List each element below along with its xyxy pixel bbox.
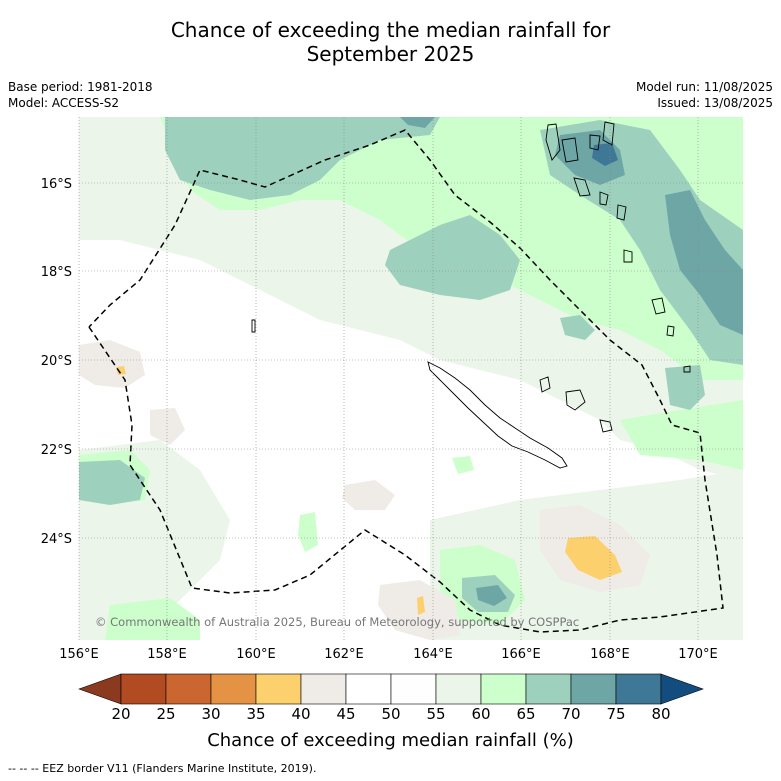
contour-60-65-sw	[105, 598, 200, 640]
contour-40-45-w	[79, 340, 145, 388]
issued-date: Issued: 13/08/2025	[657, 96, 773, 110]
page-title: Chance of exceeding the median rainfall …	[0, 18, 781, 66]
contour-35-40-s	[417, 596, 425, 615]
colorbar-tick-label: 80	[651, 705, 670, 723]
colorbar-tick-label: 55	[426, 705, 445, 723]
lon-label: 166°E	[501, 647, 541, 662]
contour-40-45-sw	[150, 408, 185, 445]
colorbar-segment	[345, 673, 392, 705]
contour-60-65-small2	[452, 456, 474, 474]
base-period: Base period: 1981-2018	[8, 80, 153, 94]
model-name: Model: ACCESS-S2	[8, 96, 120, 110]
contour-70-75-n	[400, 117, 435, 128]
colorbar-segment	[480, 673, 527, 705]
contour-65-70-e	[665, 365, 705, 410]
title-line-1: Chance of exceeding the median rainfall …	[170, 18, 611, 42]
colorbar-tick-label: 65	[516, 705, 535, 723]
colorbar-tick-label: 20	[111, 705, 130, 723]
colorbar-label: Chance of exceeding median rainfall (%)	[207, 730, 574, 751]
colorbar-segment	[615, 673, 662, 705]
rainfall-contours	[79, 117, 743, 640]
colorbar-segment	[435, 673, 482, 705]
eez-border	[88, 129, 724, 633]
meta-right: Model run: 11/08/2025 Issued: 13/08/2025	[636, 79, 773, 111]
contour-65-70-north	[165, 117, 440, 200]
colorbar-tick-label: 75	[606, 705, 625, 723]
contour-60-65-small	[298, 512, 318, 552]
colorbar-tick-label: 60	[471, 705, 490, 723]
lon-label: 156°E	[59, 647, 99, 662]
colorbar-tick-label: 30	[201, 705, 220, 723]
contour-60-65-east	[620, 400, 743, 470]
colorbar-segment	[525, 673, 572, 705]
colorbar: 20 25 30 35 40 45 50 55 60 65 70 75 80	[78, 673, 704, 723]
eez-footnote: -- -- -- EEZ border V11 (Flanders Marine…	[8, 762, 317, 775]
reef-west	[251, 319, 256, 333]
new-caledonia-island	[427, 361, 568, 469]
lon-label: 164°E	[413, 647, 453, 662]
contour-35-40-w	[116, 366, 126, 375]
longitude-labels: 156°E 158°E 160°E 162°E 164°E 166°E 168°…	[59, 647, 718, 662]
colorbar-tick-label: 45	[336, 705, 355, 723]
vanuatu-islands	[545, 121, 691, 373]
lat-label: 20°S	[41, 354, 72, 369]
contour-65-70-mid	[385, 215, 520, 300]
map-copyright: © Commonwealth of Australia 2025, Bureau…	[95, 615, 579, 629]
colorbar-segment	[300, 673, 347, 705]
colorbar-segment	[390, 673, 437, 705]
lon-label: 162°E	[324, 647, 364, 662]
colorbar-tick-label: 70	[561, 705, 580, 723]
contour-65-70-e2	[560, 315, 595, 340]
contour-70-75-s	[476, 585, 507, 606]
loyalty-islands	[539, 376, 613, 433]
lon-label: 168°E	[590, 647, 630, 662]
lat-label: 18°S	[41, 265, 72, 280]
colorbar-extend-low	[78, 673, 122, 705]
colorbar-segment	[570, 673, 617, 705]
colorbar-tick-label: 25	[156, 705, 175, 723]
colorbar-extend-high	[660, 673, 704, 705]
lat-label: 22°S	[41, 443, 72, 458]
contour-40-45-mid	[342, 480, 395, 510]
colorbar-tick-label: 40	[291, 705, 310, 723]
model-run: Model run: 11/08/2025	[635, 80, 773, 94]
contour-70-75-e	[665, 190, 743, 335]
lon-label: 158°E	[147, 647, 187, 662]
lon-label: 170°E	[678, 647, 718, 662]
colorbar-segment	[255, 673, 302, 705]
gridlines	[78, 117, 743, 640]
colorbar-tick-label: 35	[246, 705, 265, 723]
colorbar-segment	[120, 673, 167, 705]
meta-left: Base period: 1981-2018 Model: ACCESS-S2	[8, 79, 153, 111]
colorbar-segment	[165, 673, 212, 705]
contour-35-40-se	[565, 536, 622, 580]
colorbar-segment	[210, 673, 257, 705]
title-line-2: September 2025	[306, 42, 475, 66]
latitude-labels: 16°S 18°S 20°S 22°S 24°S	[41, 177, 72, 547]
lat-label: 16°S	[41, 177, 72, 192]
lat-label: 24°S	[41, 532, 72, 547]
contour-65-70-w	[79, 460, 145, 505]
colorbar-tick-label: 50	[381, 705, 400, 723]
lon-label: 160°E	[236, 647, 276, 662]
